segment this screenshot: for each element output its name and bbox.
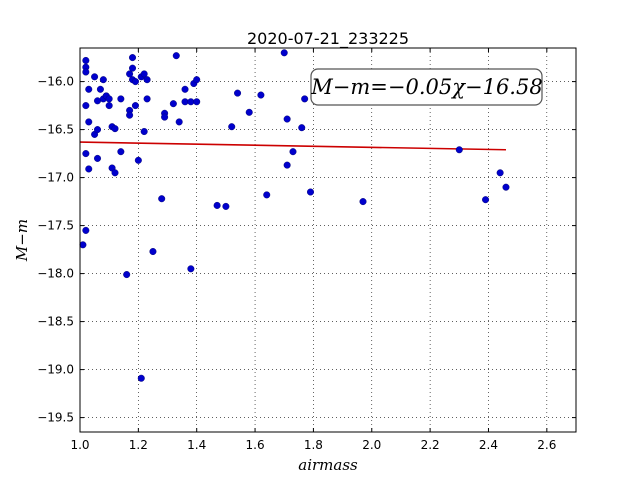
data-point (263, 191, 271, 199)
x-axis-ticks: 1.0 1.2 1.4 1.6 1.8 2.0 2.2 2.4 2.6 (70, 48, 556, 452)
x-tick-label: 1.0 (70, 438, 89, 452)
data-point (143, 76, 151, 84)
x-tick-label: 1.6 (246, 438, 265, 452)
data-point (149, 248, 157, 256)
data-point (96, 85, 104, 93)
data-point (187, 98, 195, 106)
data-point (140, 70, 148, 78)
data-point (234, 89, 242, 97)
data-point (143, 95, 151, 103)
data-point (181, 85, 189, 93)
y-tick-label: −19.5 (37, 411, 74, 425)
data-point (187, 265, 195, 273)
data-point (257, 91, 265, 99)
data-point (306, 188, 314, 196)
data-point (289, 148, 297, 156)
data-point (94, 97, 102, 105)
y-tick-label: −16.5 (37, 123, 74, 137)
data-point (131, 78, 139, 86)
data-point (85, 118, 93, 126)
data-point (85, 85, 93, 93)
data-point (82, 226, 90, 234)
data-point (79, 241, 87, 249)
chart-title: 2020-07-21_233225 (247, 29, 409, 49)
data-point (105, 95, 113, 103)
data-point (134, 156, 142, 164)
x-tick-label: 1.8 (304, 438, 323, 452)
y-tick-label: −18.5 (37, 315, 74, 329)
data-point (140, 128, 148, 136)
data-point (158, 195, 166, 203)
data-point (228, 123, 236, 131)
data-point (82, 56, 90, 64)
data-point (175, 118, 183, 126)
x-tick-label: 1.4 (187, 438, 206, 452)
plot-frame (79, 47, 577, 433)
data-point (301, 95, 309, 103)
data-point (137, 374, 145, 382)
annotation-text: M−m=−0.05χ−16.58 (310, 75, 542, 99)
data-point (111, 169, 119, 177)
data-point (222, 202, 230, 210)
data-point (111, 125, 119, 133)
x-tick-label: 2.4 (479, 438, 498, 452)
x-tick-label: 1.2 (129, 438, 148, 452)
data-point (99, 76, 107, 84)
data-point (123, 271, 131, 279)
y-tick-label: −18.0 (37, 267, 74, 281)
data-point (169, 100, 177, 108)
data-point (82, 68, 90, 76)
data-point (298, 124, 306, 132)
data-point (496, 169, 504, 177)
data-point (193, 76, 201, 84)
data-point (193, 98, 201, 106)
data-point (502, 183, 510, 191)
fit-annotation: M−m=−0.05χ−16.58 (310, 68, 543, 106)
data-point (245, 108, 253, 116)
data-point (94, 126, 102, 134)
data-point (129, 54, 137, 62)
data-point (213, 201, 221, 209)
data-point (85, 165, 93, 173)
data-points (79, 49, 510, 382)
data-point (117, 148, 125, 156)
data-point (359, 198, 367, 206)
data-point (129, 64, 137, 72)
y-axis-label: M−m (13, 219, 31, 262)
y-axis-ticks: −16.0 −16.5 −17.0 −17.5 −18.0 −18.5 −19.0 −19.5 (37, 75, 576, 425)
y-tick-label: −19.0 (37, 363, 74, 377)
x-tick-label: 2.0 (362, 438, 381, 452)
data-point (105, 102, 113, 110)
x-axis-label: airmass (298, 456, 358, 474)
data-point (94, 154, 102, 162)
data-point (455, 146, 463, 154)
data-point (283, 115, 291, 123)
annotation-box (310, 68, 543, 106)
data-point (91, 73, 99, 81)
data-point (82, 102, 90, 110)
data-point (280, 49, 288, 57)
data-point (482, 196, 490, 204)
data-point (82, 150, 90, 158)
data-point (172, 52, 180, 60)
data-point (161, 113, 169, 121)
fit-line (79, 141, 506, 151)
y-tick-label: −16.0 (37, 75, 74, 89)
fit-line-group (79, 141, 506, 151)
x-tick-label: 2.6 (537, 438, 556, 452)
y-tick-label: −17.0 (37, 171, 74, 185)
y-tick-label: −17.5 (37, 219, 74, 233)
data-point (181, 98, 189, 106)
data-point (283, 161, 291, 169)
x-tick-label: 2.2 (421, 438, 440, 452)
data-point (131, 102, 139, 110)
data-point (126, 111, 134, 119)
data-point (117, 95, 125, 103)
data-point (126, 70, 134, 78)
